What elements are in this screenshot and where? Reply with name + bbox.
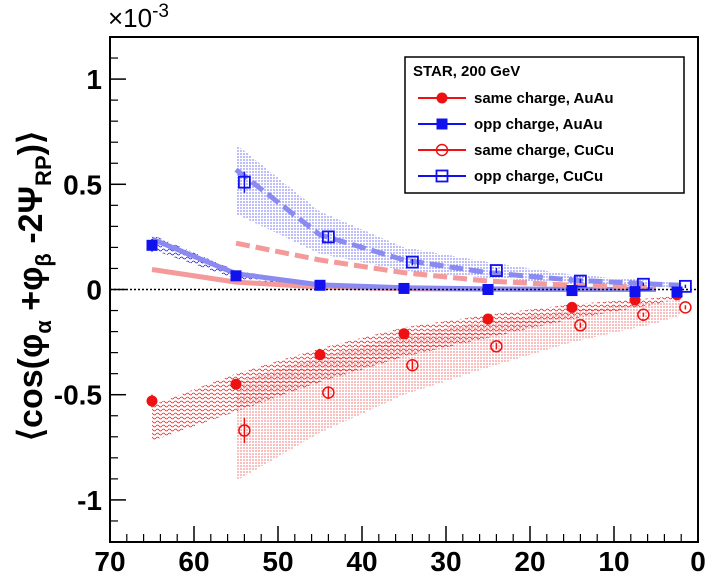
marker-open-circle: [679, 301, 692, 314]
marker-filled-square: [230, 270, 242, 282]
y-tick-label: 1: [86, 64, 102, 95]
marker-open-square: [489, 264, 503, 277]
systematic-band: [236, 300, 682, 481]
marker-filled-circle: [314, 349, 326, 361]
axis-ticks: 70 60 50 40 30 20 10 0 -1 -0.5 0 0.5 1: [54, 36, 706, 577]
y-tick-label: -0.5: [54, 380, 102, 411]
marker-open-circle: [238, 424, 251, 437]
legend-label: opp charge, CuCu: [474, 168, 603, 185]
marker-filled-square: [482, 284, 494, 295]
data-points: [146, 171, 692, 444]
marker-open-circle: [435, 143, 449, 157]
x-tick-label: 0: [690, 546, 706, 577]
marker-open-circle: [637, 308, 650, 321]
y-tick-label: 0: [86, 275, 102, 306]
x-tick-label: 70: [94, 546, 125, 577]
y-exponent-power: -3: [152, 1, 169, 22]
marker-open-circle: [490, 340, 503, 353]
marker-filled-square: [398, 282, 410, 294]
marker-open-circle: [406, 359, 419, 372]
marker-open-square: [435, 169, 449, 183]
marker-open-square: [321, 230, 335, 244]
legend: STAR, 200 GeV same charge, AuAu opp charg…: [404, 56, 685, 194]
marker-open-square: [574, 274, 587, 288]
marker-open-square: [679, 279, 692, 293]
marker-filled-square: [629, 286, 641, 298]
systematic-band: [236, 144, 682, 289]
y-exponent: ×10-3: [108, 1, 169, 33]
marker-filled-circle: [146, 395, 158, 407]
model-curve-dashed: [234, 167, 682, 288]
marker-filled-square: [314, 279, 326, 291]
systematic-band: [152, 295, 682, 441]
marker-filled-circle: [482, 313, 494, 325]
x-tick-label: 20: [514, 546, 545, 577]
marker-filled-circle: [629, 294, 641, 306]
x-tick-label: 50: [262, 546, 293, 577]
y-tick-label: 0.5: [63, 169, 102, 200]
x-tick-label: 60: [178, 546, 209, 577]
marker-filled-circle: [230, 378, 242, 390]
marker-filled-square: [146, 239, 158, 251]
marker-filled-circle: [398, 328, 410, 340]
marker-open-circle: [322, 386, 335, 399]
legend-title: STAR, 200 GeV: [413, 63, 520, 80]
marker-filled-circle: [566, 301, 578, 313]
legend-label: opp charge, AuAu: [474, 116, 603, 133]
legend-entries: same charge, AuAu opp charge, AuAu same ch…: [418, 90, 614, 185]
y-tick-label: -1: [77, 485, 102, 516]
x-tick-label: 10: [598, 546, 629, 577]
systematic-bands: [152, 144, 682, 481]
legend-label: same charge, CuCu: [474, 142, 614, 159]
marker-open-square: [237, 175, 251, 189]
marker-open-square: [405, 255, 419, 269]
marker-filled-circle: [436, 92, 448, 104]
legend-label: same charge, AuAu: [474, 90, 614, 107]
y-axis-label: ⟨cos(φα +φβ -2ΨRP)⟩: [12, 131, 56, 441]
x-tick-label: 30: [430, 546, 461, 577]
marker-filled-square: [671, 286, 683, 298]
x-tick-label: 40: [346, 546, 377, 577]
marker-filled-square: [566, 285, 578, 297]
marker-filled-square: [436, 118, 448, 130]
marker-open-circle: [574, 319, 587, 332]
marker-open-square: [637, 277, 650, 291]
